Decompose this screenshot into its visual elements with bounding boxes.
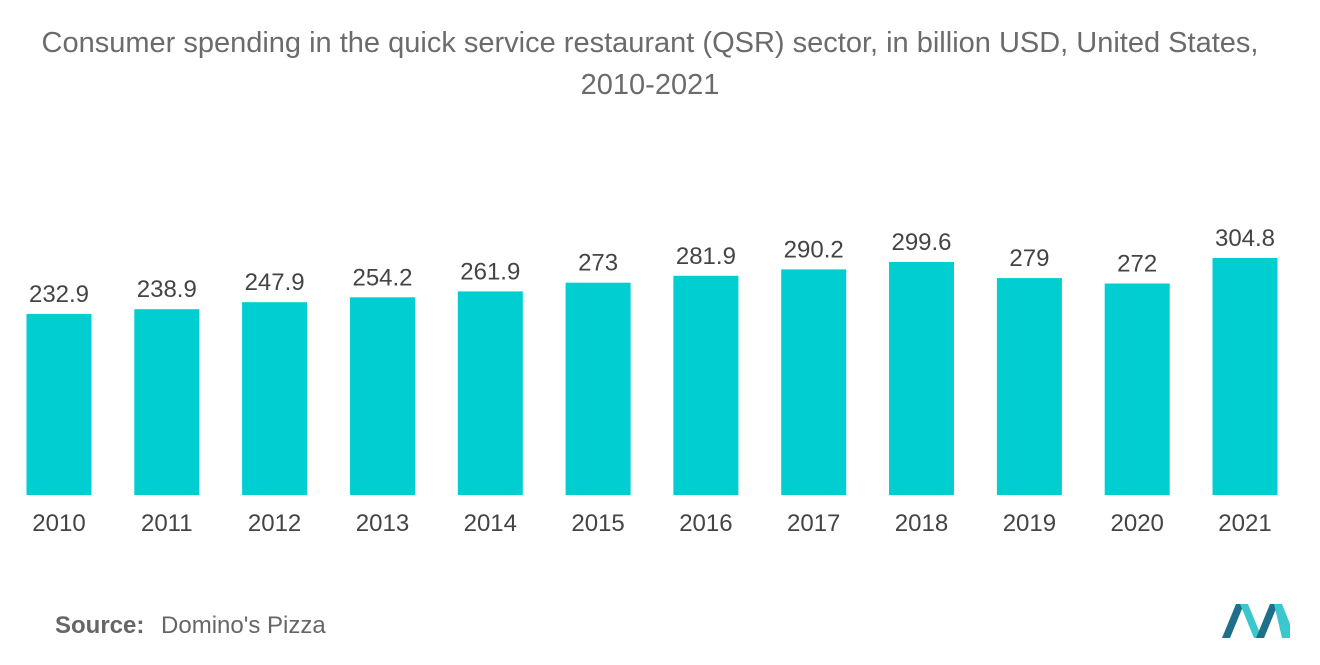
x-tick-label-2020: 2020 [1111,510,1164,537]
bar-2020 [1104,283,1170,495]
chart-title: Consumer spending in the quick service r… [41,27,1259,101]
data-label-2020: 272 [1117,251,1157,278]
company-logo-icon [1222,604,1290,638]
bar-2012 [242,302,308,495]
x-tick-label-2018: 2018 [895,510,948,537]
bar-2018 [889,262,954,495]
bar-2017 [781,269,847,495]
data-label-2017: 290.2 [784,236,844,263]
x-tick-label-2012: 2012 [248,510,301,537]
x-tick-label-2010: 2010 [32,510,85,537]
x-tick-label-2015: 2015 [571,510,624,537]
bar-2019 [996,278,1062,495]
x-tick-label-2016: 2016 [679,510,732,537]
bar-2010 [26,313,92,495]
data-label-2014: 261.9 [460,258,520,285]
data-label-2010: 232.9 [29,281,89,308]
bar-2011 [134,309,200,495]
source-note: Source: Domino's Pizza [55,612,326,640]
logo-shape-right [1256,604,1278,638]
data-label-2013: 254.2 [352,264,412,291]
logo-shape-left [1222,604,1244,638]
source-value: Domino's Pizza [161,612,326,639]
data-label-2018: 299.6 [891,229,951,256]
data-label-2021: 304.8 [1215,225,1275,252]
bar-chart: 232.9 2010 238.9 2011 247.9 2012 254.2 2013 261.… [26,225,1278,537]
data-label-2015: 273 [578,250,618,277]
bar-2013 [350,297,415,495]
data-label-2016: 281.9 [676,243,736,270]
x-tick-label-2017: 2017 [787,510,840,537]
x-tick-label-2021: 2021 [1218,510,1271,537]
bar-2015 [565,282,631,495]
bar-2021 [1212,258,1278,495]
logo-shape-end [1274,604,1290,638]
data-label-2012: 247.9 [245,269,305,296]
x-tick-label-2013: 2013 [356,510,409,537]
x-tick-label-2011: 2011 [141,510,193,537]
x-tick-label-2019: 2019 [1003,510,1056,537]
data-label-2011: 238.9 [137,276,197,303]
bar-2014 [457,291,523,495]
source-label: Source: [55,612,145,639]
bar-2016 [673,275,739,495]
logo-shape-mid [1240,604,1262,638]
data-label-2019: 279 [1009,245,1049,272]
x-tick-label-2014: 2014 [464,510,517,537]
